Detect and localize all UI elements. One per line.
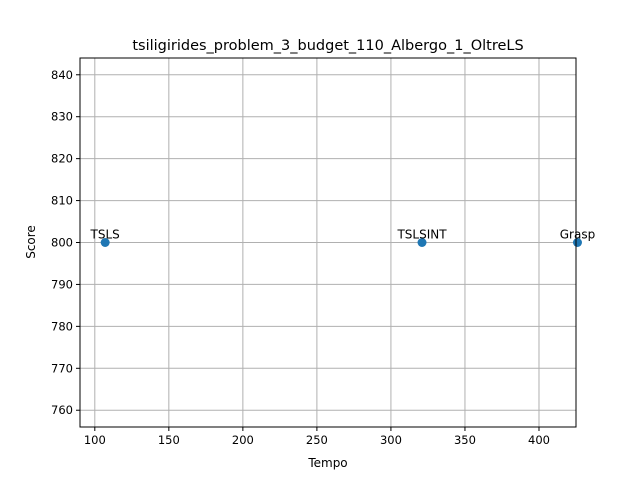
y-tick-label: 830 xyxy=(51,110,73,124)
y-tick-label: 800 xyxy=(51,236,73,250)
y-tick-label: 810 xyxy=(51,194,73,208)
data-point xyxy=(417,238,427,247)
data-point-label: Grasp xyxy=(560,228,595,242)
x-tick-label: 200 xyxy=(232,433,254,447)
data-point xyxy=(100,238,110,247)
grid-layer xyxy=(80,58,576,427)
x-tick-label: 250 xyxy=(306,433,328,447)
y-tick-label: 840 xyxy=(51,68,73,82)
x-tick-label: 150 xyxy=(158,433,180,447)
x-axis-label: Tempo xyxy=(307,456,347,470)
y-tick-label: 790 xyxy=(51,277,73,291)
data-point xyxy=(572,238,582,247)
data-point-label: TSLSINT xyxy=(396,228,447,242)
chart-title: tsiligirides_problem_3_budget_110_Alberg… xyxy=(132,38,523,54)
ticks-layer: 100 150 200 250 300 350 400 760 770 780 790 800 810 8… xyxy=(51,68,550,447)
x-tick-label: 350 xyxy=(454,433,476,447)
x-tick-label: 100 xyxy=(84,433,106,447)
data-point-label: TSLS xyxy=(90,228,120,242)
x-tick-label: 300 xyxy=(380,433,402,447)
y-tick-label: 760 xyxy=(51,403,73,417)
y-tick-label: 780 xyxy=(51,319,73,333)
y-tick-label: 820 xyxy=(51,152,73,166)
x-tick-label: 400 xyxy=(528,433,550,447)
y-tick-label: 770 xyxy=(51,361,73,375)
points-layer: TSLS TSLSINT Grasp xyxy=(90,228,595,247)
y-axis-label: Score xyxy=(24,225,38,259)
